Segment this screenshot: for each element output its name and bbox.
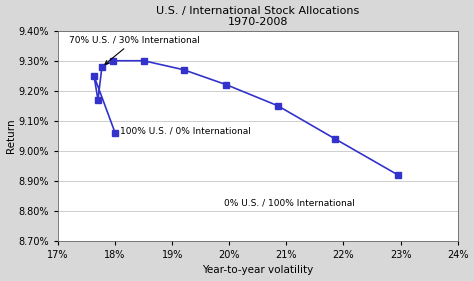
Text: 70% U.S. / 30% International: 70% U.S. / 30% International bbox=[69, 35, 201, 64]
X-axis label: Year-to-year volatility: Year-to-year volatility bbox=[202, 266, 313, 275]
Text: 0% U.S. / 100% International: 0% U.S. / 100% International bbox=[224, 199, 355, 208]
Title: U.S. / International Stock Allocations
1970-2008: U.S. / International Stock Allocations 1… bbox=[156, 6, 359, 27]
Text: 100% U.S. / 0% International: 100% U.S. / 0% International bbox=[119, 127, 251, 136]
Y-axis label: Return: Return bbox=[6, 119, 16, 153]
